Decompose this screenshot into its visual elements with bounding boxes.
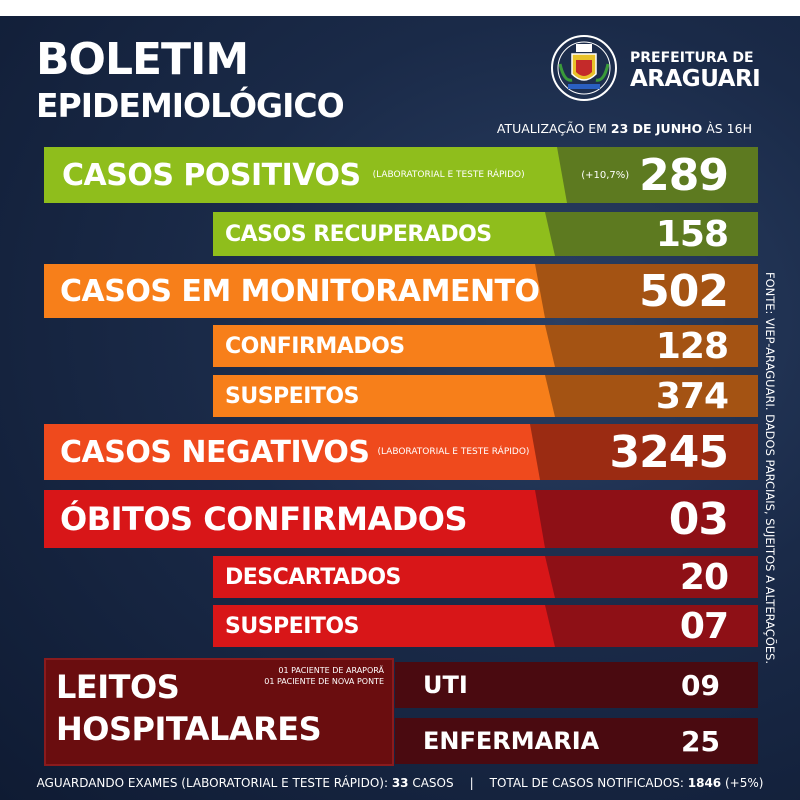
value-suspeitos-obitos: 07 (679, 605, 729, 647)
label-casos-monitoramento: CASOS EM MONITORAMENTO (60, 273, 540, 309)
label-confirmados: CONFIRMADOS (225, 333, 405, 359)
top-white-bar (0, 0, 800, 16)
araguari-crest-logo (551, 35, 617, 101)
aguardando-label: AGUARDANDO EXAMES (LABORATORIAL E TESTE … (36, 776, 392, 790)
leitos-title-line1: LEITOS (56, 668, 180, 706)
title-line1: BOLETIM (36, 34, 249, 85)
update-prefix: ATUALIZAÇÃO EM (496, 121, 611, 136)
row-suspeitos-monitoramento: SUSPEITOS 374 (213, 375, 758, 417)
label-descartados: DESCARTADOS (225, 564, 401, 590)
value-suspeitos-monitoramento: 374 (655, 375, 729, 417)
aguardando-value: 33 (391, 776, 409, 790)
value-descartados: 20 (679, 556, 729, 598)
footer: AGUARDANDO EXAMES (LABORATORIAL E TESTE … (0, 776, 800, 790)
value-uti: 09 (681, 668, 720, 702)
label-obitos-confirmados: ÓBITOS CONFIRMADOS (60, 500, 468, 538)
footer-separator: | (469, 776, 474, 790)
row-casos-positivos: CASOS POSITIVOS (LABORATORIAL E TESTE RÁ… (44, 147, 758, 203)
row-suspeitos-obitos: SUSPEITOS 07 (213, 605, 758, 647)
leitos-hospitalares-box: LEITOS HOSPITALARES 01 PACIENTE DE ARAPO… (44, 658, 394, 766)
value-casos-positivos: 289 (639, 149, 729, 201)
footer-total: TOTAL DE CASOS NOTIFICADOS: 1846 (+5%) (490, 776, 764, 790)
row-uti: UTI 09 (395, 662, 758, 708)
value-casos-negativos: 3245 (609, 426, 729, 478)
leitos-note-line2: 01 PACIENTE DE NOVA PONTE (264, 677, 384, 686)
change-casos-positivos: (+10,7%) (581, 169, 630, 181)
label-uti: UTI (423, 671, 468, 699)
prefeitura-label: PREFEITURA DE (630, 50, 754, 66)
source-note: FONTE: VIEP-ARAGUARI. DADOS PARCIAIS, SU… (763, 272, 777, 665)
note-casos-negativos: (LABORATORIAL E TESTE RÁPIDO) (377, 447, 530, 457)
update-date: 23 DE JUNHO (610, 121, 703, 136)
label-casos-recuperados: CASOS RECUPERADOS (225, 221, 492, 247)
aguardando-unit: CASOS (408, 776, 454, 790)
value-casos-monitoramento: 502 (639, 265, 729, 317)
title-line2: EPIDEMIOLÓGICO (36, 86, 345, 125)
value-obitos-confirmados: 03 (668, 493, 729, 545)
row-casos-monitoramento: CASOS EM MONITORAMENTO 502 (44, 264, 758, 318)
total-change: (+5%) (721, 776, 764, 790)
note-casos-positivos: (LABORATORIAL E TESTE RÁPIDO) (372, 170, 525, 180)
update-info: ATUALIZAÇÃO EM 23 DE JUNHO ÀS 16H (497, 121, 752, 136)
label-enfermaria: ENFERMARIA (423, 727, 600, 755)
label-suspeitos-monitoramento: SUSPEITOS (225, 383, 359, 409)
label-casos-positivos: CASOS POSITIVOS (62, 157, 361, 193)
label-suspeitos-obitos: SUSPEITOS (225, 613, 359, 639)
row-descartados: DESCARTADOS 20 (213, 556, 758, 598)
row-enfermaria: ENFERMARIA 25 (395, 718, 758, 764)
update-suffix: ÀS 16H (702, 121, 752, 136)
value-casos-recuperados: 158 (655, 213, 729, 255)
leitos-note-line1: 01 PACIENTE DE ARAPORÃ (278, 666, 384, 675)
value-enfermaria: 25 (681, 724, 720, 758)
footer-aguardando: AGUARDANDO EXAMES (LABORATORIAL E TESTE … (37, 776, 454, 790)
label-casos-negativos: CASOS NEGATIVOS (60, 434, 370, 470)
total-label: TOTAL DE CASOS NOTIFICADOS: (489, 776, 688, 790)
leitos-title-line2: HOSPITALARES (56, 710, 322, 748)
row-casos-recuperados: CASOS RECUPERADOS 158 (213, 212, 758, 256)
total-value: 1846 (687, 776, 722, 790)
prefeitura-city: ARAGUARI (630, 66, 761, 92)
row-confirmados: CONFIRMADOS 128 (213, 325, 758, 367)
row-obitos-confirmados: ÓBITOS CONFIRMADOS 03 (44, 490, 758, 548)
value-confirmados: 128 (655, 325, 729, 367)
row-casos-negativos: CASOS NEGATIVOS (LABORATORIAL E TESTE RÁ… (44, 424, 758, 480)
